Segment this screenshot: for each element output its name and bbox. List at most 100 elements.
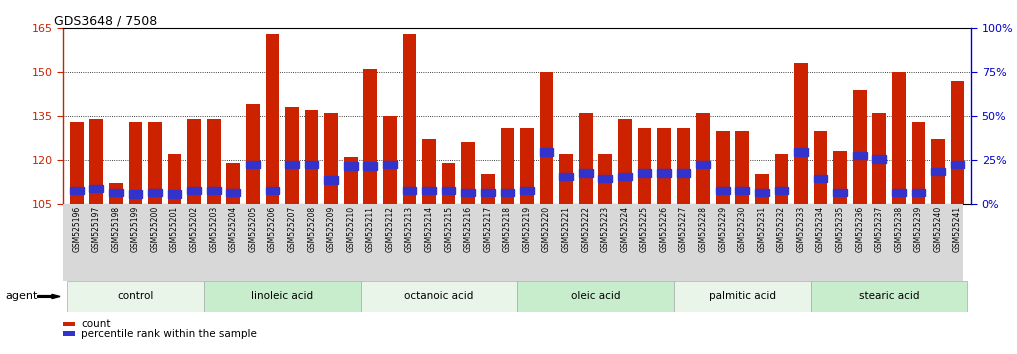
Bar [697, 161, 710, 168]
Text: GSM525216: GSM525216 [464, 206, 473, 252]
Text: GSM525230: GSM525230 [737, 206, 746, 252]
Bar [305, 161, 318, 168]
Bar [285, 161, 299, 168]
Bar [89, 119, 103, 204]
Bar [814, 131, 828, 204]
Bar [716, 131, 729, 204]
Bar [540, 148, 553, 156]
Bar [227, 189, 240, 196]
Bar [579, 169, 593, 177]
Bar [559, 154, 573, 204]
Bar [246, 104, 259, 204]
Bar [462, 142, 475, 204]
Text: GSM525212: GSM525212 [385, 206, 395, 252]
Text: octanoic acid: octanoic acid [404, 291, 474, 302]
Bar [638, 127, 651, 204]
Bar [324, 113, 338, 204]
Text: GSM525200: GSM525200 [151, 206, 160, 252]
Text: GSM525232: GSM525232 [777, 206, 786, 252]
Bar [361, 281, 517, 312]
Text: GSM525227: GSM525227 [679, 206, 689, 252]
Bar [676, 169, 691, 177]
Bar [383, 116, 397, 204]
Text: GSM525209: GSM525209 [326, 206, 336, 252]
Bar [540, 72, 553, 204]
Text: GSM525237: GSM525237 [875, 206, 884, 252]
Bar [517, 281, 673, 312]
Bar [716, 187, 729, 194]
Text: control: control [117, 291, 154, 302]
Text: GSM525205: GSM525205 [248, 206, 257, 252]
Bar [932, 139, 945, 204]
Bar [673, 281, 811, 312]
Bar [873, 155, 886, 162]
Bar [305, 110, 318, 204]
Bar [520, 127, 534, 204]
Text: linoleic acid: linoleic acid [251, 291, 313, 302]
Bar [951, 161, 964, 168]
Bar [755, 174, 769, 204]
Text: GSM525231: GSM525231 [758, 206, 766, 252]
Text: GSM525234: GSM525234 [816, 206, 825, 252]
Text: GSM525208: GSM525208 [307, 206, 316, 252]
Bar [775, 154, 788, 204]
Text: GSM525214: GSM525214 [424, 206, 433, 252]
Bar [187, 119, 201, 204]
Text: GSM525223: GSM525223 [601, 206, 610, 252]
Bar [383, 161, 397, 168]
Text: GSM525225: GSM525225 [640, 206, 649, 252]
Text: GSM525215: GSM525215 [444, 206, 454, 252]
Bar [853, 152, 866, 159]
Text: GSM525202: GSM525202 [190, 206, 198, 252]
Bar [481, 189, 494, 196]
Bar [911, 189, 925, 196]
Bar [697, 113, 710, 204]
Bar [892, 189, 906, 196]
Bar [128, 190, 142, 198]
Bar [70, 187, 83, 194]
Bar [206, 119, 221, 204]
Bar [500, 189, 515, 196]
Text: GSM525206: GSM525206 [268, 206, 277, 252]
Bar [246, 161, 259, 168]
Text: GSM525228: GSM525228 [699, 206, 708, 252]
Bar [285, 107, 299, 204]
Text: GSM525239: GSM525239 [914, 206, 922, 252]
Text: GSM525199: GSM525199 [131, 206, 140, 252]
Bar [559, 173, 573, 180]
Text: GSM525236: GSM525236 [855, 206, 864, 252]
Bar [441, 187, 456, 194]
Bar [735, 187, 750, 194]
Text: GSM525198: GSM525198 [112, 206, 120, 252]
Bar [911, 122, 925, 204]
Bar [265, 187, 280, 194]
Bar [128, 122, 142, 204]
Bar [148, 189, 162, 196]
Text: GSM525217: GSM525217 [483, 206, 492, 252]
Text: oleic acid: oleic acid [571, 291, 620, 302]
Bar [109, 189, 123, 196]
Text: GSM525204: GSM525204 [229, 206, 238, 252]
Bar [462, 189, 475, 196]
Bar [89, 185, 103, 193]
Bar [500, 127, 515, 204]
Bar [618, 119, 632, 204]
Text: GSM525222: GSM525222 [581, 206, 590, 252]
Bar [833, 189, 847, 196]
Bar [481, 174, 494, 204]
Bar [204, 281, 361, 312]
Bar [109, 183, 123, 204]
Text: GSM525229: GSM525229 [718, 206, 727, 252]
Text: GSM525213: GSM525213 [405, 206, 414, 252]
Bar [70, 122, 83, 204]
Bar [579, 113, 593, 204]
Bar [148, 122, 162, 204]
Bar [206, 187, 221, 194]
Bar [735, 131, 750, 204]
Bar [775, 187, 788, 194]
Bar [363, 162, 377, 170]
Text: GSM525220: GSM525220 [542, 206, 551, 252]
Text: GSM525196: GSM525196 [72, 206, 81, 252]
Text: count: count [81, 319, 111, 329]
Bar [932, 168, 945, 175]
